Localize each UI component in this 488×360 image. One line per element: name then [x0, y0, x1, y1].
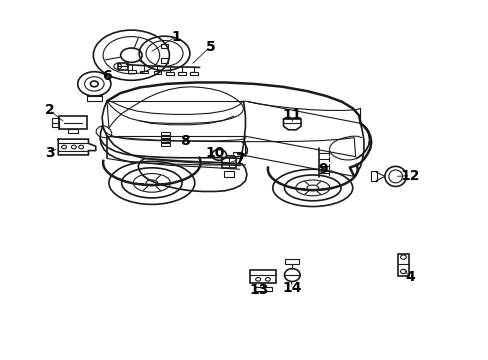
Bar [160, 132, 170, 135]
Bar [232, 152, 241, 158]
Bar [118, 63, 128, 69]
Text: 3: 3 [44, 146, 54, 160]
Bar [285, 259, 299, 264]
Text: 1: 1 [171, 30, 181, 44]
Bar [160, 139, 170, 142]
Bar [160, 58, 168, 63]
Bar [190, 72, 198, 75]
Bar [160, 143, 170, 145]
Text: 13: 13 [249, 283, 268, 297]
Bar [222, 158, 235, 168]
Text: 7: 7 [234, 152, 244, 166]
Bar [254, 287, 271, 291]
Bar [140, 71, 148, 73]
Bar [160, 135, 170, 138]
Bar [86, 95, 102, 101]
Text: 14: 14 [282, 280, 302, 294]
Bar [370, 171, 376, 181]
Bar [160, 44, 168, 48]
Bar [59, 116, 86, 129]
Bar [68, 129, 78, 133]
Text: 4: 4 [405, 270, 414, 284]
Text: 10: 10 [205, 146, 224, 160]
Bar [224, 171, 233, 177]
Text: 6: 6 [102, 69, 112, 83]
Text: 5: 5 [205, 40, 215, 54]
Bar [178, 72, 186, 75]
Bar [250, 270, 275, 283]
Text: 9: 9 [318, 162, 327, 176]
Text: 2: 2 [44, 103, 54, 117]
Bar [128, 70, 136, 73]
Bar [166, 72, 174, 75]
Text: 8: 8 [180, 134, 189, 148]
Text: 12: 12 [400, 169, 419, 183]
Bar [397, 253, 408, 276]
Text: 11: 11 [282, 108, 302, 122]
Bar [153, 71, 161, 74]
Bar [52, 118, 59, 127]
